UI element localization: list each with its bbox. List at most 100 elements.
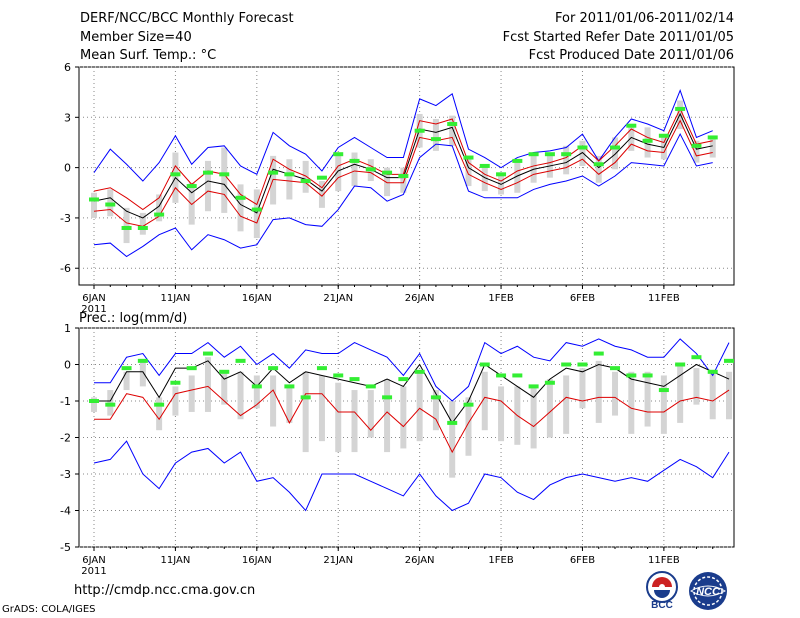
member-range-bar <box>432 390 439 431</box>
observed-marker <box>593 162 604 167</box>
member-range-bar <box>693 368 700 405</box>
y-tick-label: -1 <box>60 395 71 408</box>
observed-marker <box>593 351 604 356</box>
observed-marker <box>691 143 702 148</box>
member-range-bar <box>449 401 456 478</box>
member-range-bar <box>416 371 423 442</box>
member-range-bar <box>563 145 570 175</box>
member-range-bar <box>270 375 277 427</box>
observed-marker <box>219 369 230 374</box>
member-range-bar <box>465 155 472 187</box>
observed-marker <box>235 358 246 363</box>
y-tick-label: 1 <box>64 322 71 335</box>
member-range-bar <box>644 371 651 427</box>
observed-marker <box>121 225 132 230</box>
member-range-bar <box>237 184 244 232</box>
observed-marker <box>349 377 360 382</box>
observed-marker <box>202 170 213 175</box>
year-label: 2011 <box>81 304 106 315</box>
observed-marker <box>121 366 132 371</box>
member-range-bar <box>384 379 391 453</box>
observed-marker <box>365 384 376 389</box>
x-tick-label: 6JAN <box>82 293 105 304</box>
observed-marker <box>675 362 686 367</box>
grads-credit: GrADS: COLA/IGES <box>2 604 96 615</box>
observed-marker <box>89 197 99 202</box>
series-line-min <box>93 440 730 512</box>
observed-marker <box>316 175 327 180</box>
member-range-bar <box>123 371 130 391</box>
observed-marker <box>251 384 262 389</box>
panel-title: Prec.: log(mm/d) <box>79 311 187 326</box>
observed-marker <box>382 395 393 400</box>
member-range-bar <box>351 390 358 453</box>
x-tick-label: 6FEB <box>570 293 595 304</box>
bcc-logo: BCC <box>640 570 684 614</box>
member-range-bar <box>400 386 407 449</box>
observed-marker <box>398 377 409 382</box>
observed-marker <box>398 174 409 178</box>
x-tick-label: 1FEB <box>488 555 513 566</box>
series-line-lower <box>93 119 713 227</box>
x-tick-label: 6JAN <box>82 555 105 566</box>
member-range-bar <box>481 165 488 192</box>
observed-marker <box>658 388 669 393</box>
observed-marker <box>154 212 165 217</box>
series-line-max <box>94 338 730 402</box>
series-line-max <box>93 89 713 182</box>
member-range-bar <box>709 371 716 420</box>
member-range-bar <box>563 375 570 434</box>
observed-marker <box>414 128 425 133</box>
observed-marker <box>186 184 197 189</box>
member-range-bar <box>384 167 391 197</box>
x-tick-label: 11JAN <box>160 555 190 566</box>
observed-marker <box>544 152 555 157</box>
observed-marker <box>642 138 653 143</box>
observed-marker <box>268 366 279 371</box>
member-range-bar <box>123 207 130 244</box>
y-tick-label: 0 <box>64 162 71 175</box>
x-tick-label: 11JAN <box>160 293 190 304</box>
observed-marker <box>251 207 262 212</box>
forecast-period: For 2011/01/06-2011/02/14 <box>555 11 734 26</box>
observed-marker <box>463 402 474 407</box>
observed-marker <box>382 170 393 175</box>
fcst-started-date: Fcst Started Refer Date 2011/01/05 <box>502 30 734 45</box>
member-range-bar <box>432 118 439 151</box>
observed-marker <box>577 145 588 150</box>
series-line-min <box>93 132 713 258</box>
member-range-bar <box>465 397 472 456</box>
source-url[interactable]: http://cmdp.ncc.cma.gov.cn <box>74 583 256 598</box>
y-tick-label: 0 <box>64 359 71 372</box>
observed-marker <box>642 373 653 378</box>
observed-marker <box>675 106 686 111</box>
x-tick-label: 21JAN <box>323 293 353 304</box>
member-range-bar <box>595 155 602 183</box>
observed-marker <box>658 133 669 138</box>
x-tick-label: 11FEB <box>648 555 680 566</box>
member-range-bar <box>335 382 342 453</box>
observed-marker <box>186 366 197 371</box>
ncc-logo-text: NCC <box>696 586 721 598</box>
observed-marker <box>235 195 246 200</box>
observed-marker <box>528 384 539 389</box>
observed-marker <box>105 402 116 407</box>
observed-marker <box>610 366 621 371</box>
y-tick-label: 3 <box>64 111 71 124</box>
member-range-bar <box>677 364 684 423</box>
member-range-bar <box>188 375 195 412</box>
observed-marker <box>561 362 572 367</box>
member-range-bar <box>204 160 211 212</box>
y-tick-label: -6 <box>60 262 71 275</box>
observed-marker <box>365 167 376 172</box>
x-tick-label: 11FEB <box>648 293 680 304</box>
member-range-bar <box>302 160 309 193</box>
member-size: Member Size=40 <box>80 30 192 45</box>
series-line-lower <box>94 385 730 454</box>
member-range-bar <box>91 397 97 412</box>
observed-marker <box>561 152 572 157</box>
member-range-bar <box>628 371 635 434</box>
observed-marker <box>496 172 507 177</box>
observed-marker <box>577 362 588 367</box>
